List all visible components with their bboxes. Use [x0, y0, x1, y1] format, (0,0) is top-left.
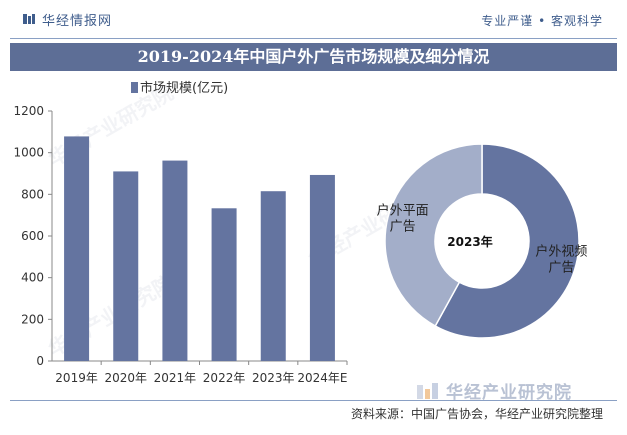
- legend-swatch: [131, 82, 138, 93]
- bar: [64, 136, 90, 361]
- donut-slice-label: 户外平面广告: [377, 203, 429, 235]
- chart-title: 2019-2024年中国户外广告市场规模及细分情况: [10, 43, 617, 71]
- watermark-logo-icon: [417, 382, 438, 399]
- x-tick-label: 2019年: [55, 371, 98, 385]
- header-divider: [10, 38, 617, 39]
- bar: [113, 171, 139, 361]
- brand[interactable]: 华经情报网: [22, 10, 113, 29]
- donut-center-label: 2023年: [447, 234, 492, 249]
- watermark-logo-text: 华经产业研究院: [446, 383, 572, 403]
- bar: [211, 208, 237, 361]
- donut-slice: [384, 143, 483, 328]
- bar: [162, 160, 188, 361]
- y-tick-label: 600: [21, 229, 44, 243]
- y-tick-label: 800: [21, 187, 44, 201]
- donut-chart: 户外视频广告 户外平面广告 2023年: [377, 143, 587, 339]
- x-tick-label: 2020年: [104, 371, 147, 385]
- header-bar: 华经情报网 专业严谨 • 客观科学: [0, 0, 627, 38]
- brand-name: 华经情报网: [42, 13, 113, 29]
- y-tick-label: 1000: [13, 146, 44, 160]
- footer-divider: [10, 400, 617, 401]
- x-tick-label: 2022年: [203, 371, 246, 385]
- bar: [260, 191, 286, 361]
- y-tick-label: 400: [21, 271, 44, 285]
- watermark-logo: 华经产业研究院: [416, 378, 572, 403]
- y-tick-label: 0: [36, 354, 44, 368]
- x-tick-label: 2024年E: [297, 371, 347, 385]
- slogan: 专业严谨 • 客观科学: [481, 14, 603, 28]
- brand-logo-icon: [23, 14, 35, 24]
- donut-slice-label: 户外视频广告: [535, 243, 587, 275]
- x-tick-label: 2023年: [252, 371, 295, 385]
- y-tick-label: 1200: [13, 104, 44, 118]
- y-tick-label: 200: [21, 312, 44, 326]
- source-note: 资料来源：中国广告协会，华经产业研究院整理: [350, 407, 603, 421]
- bar: [309, 174, 335, 361]
- x-tick-label: 2021年: [154, 371, 197, 385]
- legend-label: 市场规模(亿元): [140, 80, 228, 96]
- donut-slice: [434, 143, 580, 339]
- bar-chart: 0 200 400 600 800 1000 1200 2019年 2020年 2021年 2022…: [13, 80, 348, 385]
